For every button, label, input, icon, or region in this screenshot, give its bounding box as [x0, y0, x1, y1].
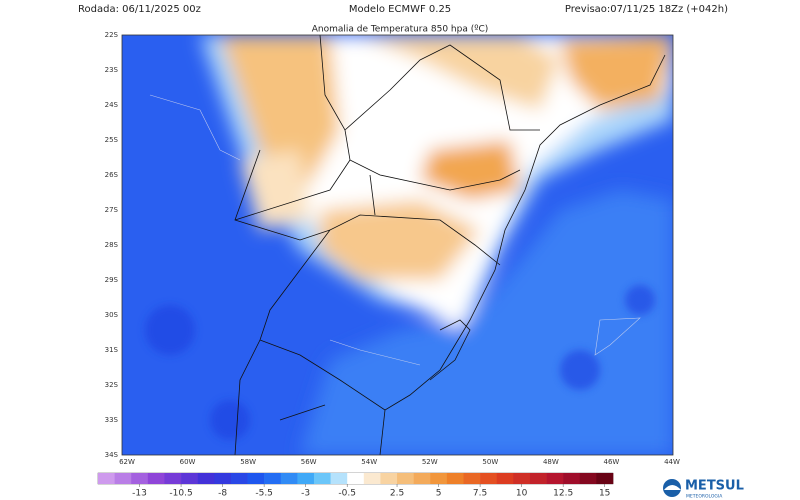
colorbar-swatch — [280, 473, 298, 484]
colorbar-swatch — [513, 473, 531, 484]
lat-label: 34S — [105, 451, 119, 459]
lat-label: 30S — [105, 311, 119, 319]
lon-label: 44W — [664, 458, 680, 466]
logo-name: METSUL — [685, 479, 744, 494]
lat-label: 31S — [105, 346, 119, 354]
colorbar-swatch — [230, 473, 248, 484]
colorbar-swatch — [347, 473, 365, 484]
colorbar-swatch — [313, 473, 331, 484]
model-label: Modelo ECMWF 0.25 — [349, 4, 451, 15]
lon-label: 52W — [422, 458, 438, 466]
lat-label: 26S — [105, 171, 119, 179]
lon-label: 58W — [240, 458, 256, 466]
map-field — [122, 35, 673, 455]
colorbar-swatch — [380, 473, 398, 484]
colorbar-swatch — [563, 473, 581, 484]
colorbar-swatch — [98, 473, 115, 484]
logo-wave — [664, 485, 681, 490]
colorbar-label: 10 — [516, 489, 528, 499]
run-label: Rodada: 06/11/2025 00z — [78, 4, 201, 15]
colorbar-swatch — [546, 473, 564, 484]
lat-label: 28S — [105, 241, 119, 249]
logo-tagline: METEOROLOGIA — [686, 494, 723, 500]
lon-label: 54W — [361, 458, 377, 466]
colorbar-label: -10.5 — [169, 489, 192, 499]
colorbar-swatch — [131, 473, 149, 484]
colorbar-label: -5.5 — [255, 489, 273, 499]
colorbar-swatch — [363, 473, 381, 484]
lat-label: 24S — [105, 101, 119, 109]
colorbar-swatch — [413, 473, 431, 484]
colorbar-swatch — [430, 473, 448, 484]
colorbar-swatch — [330, 473, 348, 484]
forecast-label: Previsao:07/11/25 18Zz (+042h) — [565, 4, 728, 15]
colorbar-swatch — [480, 473, 498, 484]
colorbar-swatch — [164, 473, 182, 484]
lon-label: 56W — [301, 458, 317, 466]
colorbar-label: 15 — [599, 489, 610, 499]
lat-label: 22S — [105, 31, 119, 39]
map-title: Anomalia de Temperatura 850 hpa (ºC) — [312, 25, 489, 35]
colorbar-swatch — [496, 473, 514, 484]
colorbar-swatch — [463, 473, 481, 484]
lon-label: 62W — [119, 458, 135, 466]
lat-label: 33S — [105, 416, 119, 424]
colorbar-label: -3 — [301, 489, 310, 499]
colorbar-swatch — [446, 473, 464, 484]
colorbar-label: -13 — [132, 489, 147, 499]
colorbar-swatch — [596, 473, 614, 484]
colorbar-swatch — [247, 473, 265, 484]
colorbar-label: 7.5 — [473, 489, 487, 499]
colorbar-label: 5 — [436, 489, 442, 499]
colorbar-swatch — [114, 473, 132, 484]
lat-label: 25S — [105, 136, 119, 144]
lat-label: 32S — [105, 381, 119, 389]
lat-label: 29S — [105, 276, 119, 284]
colorbar-swatch — [397, 473, 414, 484]
lon-label: 48W — [543, 458, 559, 466]
colorbar-label: 2.5 — [390, 489, 404, 499]
colorbar-swatch — [197, 473, 215, 484]
colorbar-label: -0.5 — [338, 489, 356, 499]
lon-label: 50W — [482, 458, 498, 466]
lon-label: 60W — [180, 458, 196, 466]
colorbar-label: 12.5 — [553, 489, 573, 499]
colorbar-swatch — [579, 473, 597, 484]
colorbar-swatch — [147, 473, 165, 484]
lat-label: 27S — [105, 206, 119, 214]
colorbar-label: -8 — [218, 489, 227, 499]
lat-label: 23S — [105, 66, 119, 74]
colorbar-swatch — [297, 473, 315, 484]
colorbar-swatch — [529, 473, 547, 484]
colorbar-swatch — [214, 473, 232, 484]
map-frame — [121, 34, 674, 456]
colorbar-swatch — [181, 473, 198, 484]
colorbar-swatch — [264, 473, 282, 484]
lon-label: 46W — [604, 458, 620, 466]
